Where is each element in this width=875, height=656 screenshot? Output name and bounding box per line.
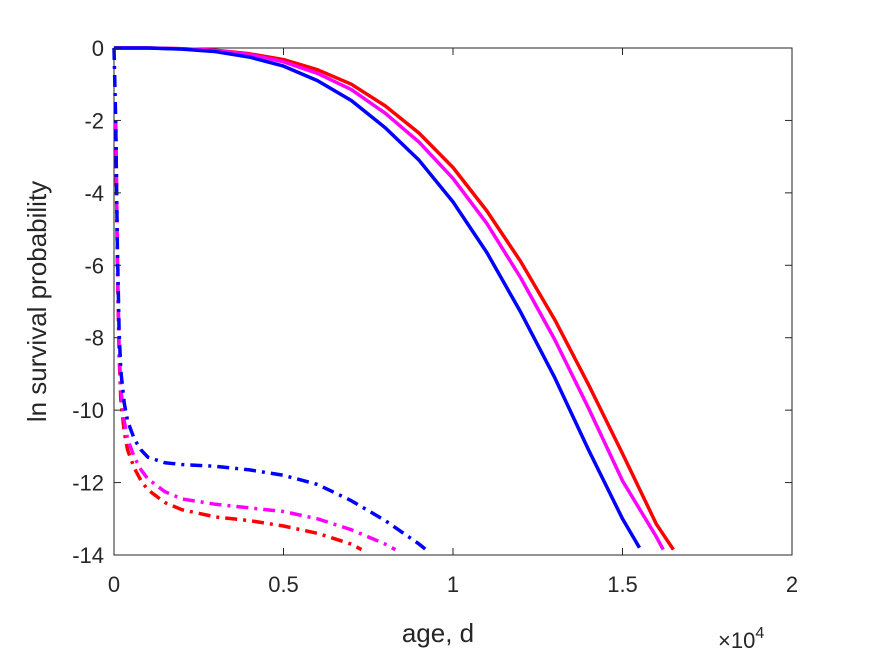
tick-layer: 0 0.5 1 1.5 2 0 -2 -4 -6 -8 -10 -12 -14 — [72, 36, 798, 597]
y-tick-label: -2 — [84, 108, 104, 133]
series-line-2-solid — [114, 46, 665, 551]
x-tick-label: 0.5 — [268, 572, 299, 597]
x-exponent-power: 4 — [755, 625, 764, 642]
x-tick-label: 1.5 — [607, 572, 638, 597]
series-line-3-solid — [114, 46, 642, 549]
y-tick-label: 0 — [92, 36, 104, 61]
series-line-1-solid — [114, 46, 675, 551]
series-line-6-dashdot — [112, 47, 428, 551]
y-tick-label: -6 — [84, 253, 104, 278]
x-exponent-label: ×104 — [718, 625, 764, 653]
x-tick-label: 0 — [108, 572, 120, 597]
y-axis-label: ln survival probability — [22, 181, 52, 422]
y-tick-label: -8 — [84, 326, 104, 351]
axes-box — [113, 47, 793, 556]
x-axis-label: age, d — [402, 618, 474, 648]
plot-area: 0 0.5 1 1.5 2 0 -2 -4 -6 -8 -10 -12 -14 — [72, 36, 798, 597]
y-tick-label: -4 — [84, 181, 104, 206]
y-tick-label: -10 — [72, 398, 104, 423]
y-tick-label: -14 — [72, 543, 104, 568]
series-layer — [112, 46, 675, 552]
x-tick-label: 1 — [447, 572, 459, 597]
series-line-4-dashdot — [113, 120, 363, 552]
x-tick-label: 2 — [786, 572, 798, 597]
y-tick-label: -12 — [72, 471, 104, 496]
series-line-5-dashdot — [113, 120, 397, 552]
x-exponent-base: ×10 — [718, 628, 755, 653]
